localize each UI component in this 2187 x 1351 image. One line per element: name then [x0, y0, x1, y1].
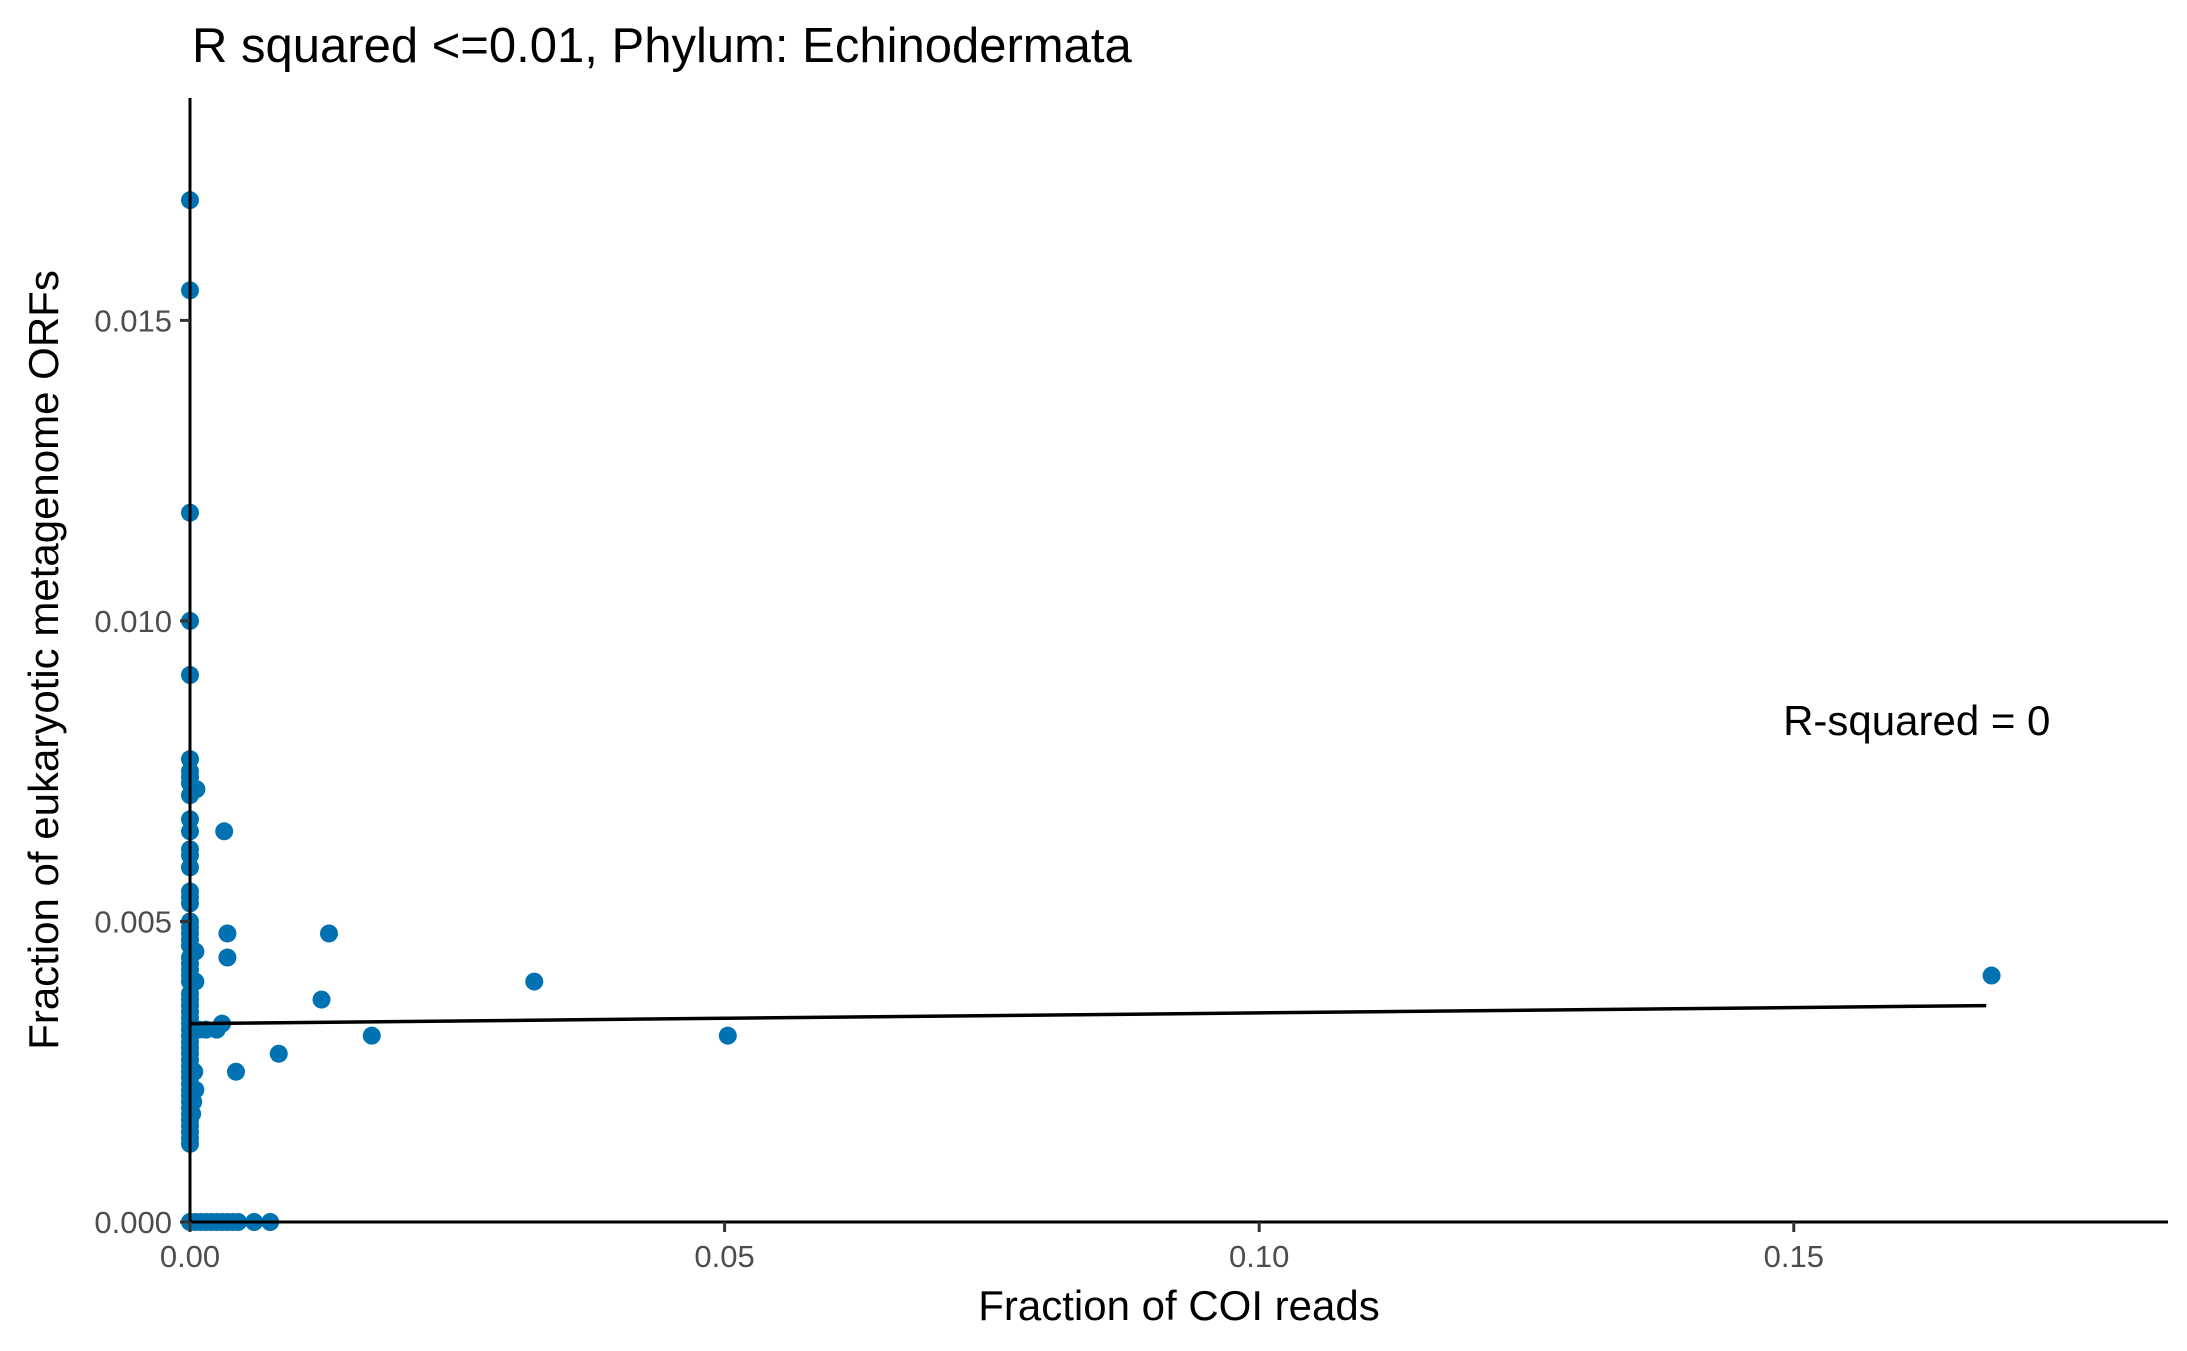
data-point	[187, 780, 206, 799]
data-point	[226, 1062, 245, 1081]
data-point	[362, 1026, 381, 1045]
y-tick-label: 0.010	[94, 604, 172, 639]
data-point	[718, 1026, 737, 1045]
x-axis-ticks: 0.00 0.05 0.10 0.15	[160, 1222, 1824, 1274]
y-tick-label: 0.015	[94, 303, 172, 338]
y-axis-title: Fraction of eukaryotic metagenome ORFs	[20, 270, 67, 1050]
x-tick-label: 0.05	[694, 1239, 754, 1274]
x-tick-label: 0.10	[1229, 1239, 1289, 1274]
data-point	[319, 924, 338, 943]
x-tick-label: 0.15	[1764, 1239, 1824, 1274]
data-point	[525, 972, 544, 991]
data-point	[269, 1044, 288, 1063]
chart-title: R squared <=0.01, Phylum: Echinodermata	[192, 19, 1132, 73]
points-layer	[181, 191, 2001, 1231]
data-point	[218, 924, 237, 943]
regression-line	[189, 1003, 1987, 1026]
y-axis-ticks: 0.000 0.005 0.010 0.015	[94, 303, 190, 1240]
x-axis-title: Fraction of COI reads	[978, 1282, 1379, 1329]
fit-layer	[189, 1003, 1987, 1026]
y-tick-label: 0.000	[94, 1205, 172, 1240]
data-point	[218, 948, 237, 967]
y-tick-label: 0.005	[94, 904, 172, 939]
x-tick-label: 0.00	[160, 1239, 220, 1274]
data-point	[1982, 966, 2001, 985]
data-point	[185, 1062, 204, 1081]
data-point	[312, 990, 331, 1009]
data-point	[183, 1104, 202, 1123]
data-point	[215, 822, 234, 841]
r-squared-annotation: R-squared = 0	[1783, 697, 2050, 744]
